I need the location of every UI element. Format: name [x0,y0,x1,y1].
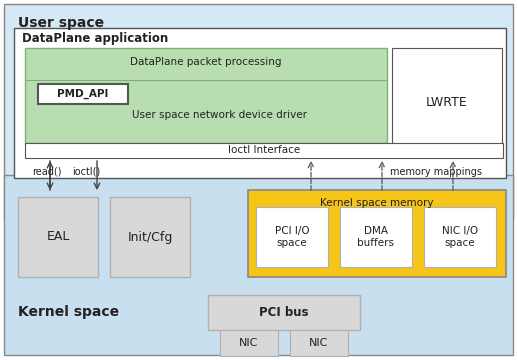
Bar [208,295,360,330]
Bar [340,207,412,267]
Text: EAL: EAL [47,230,70,243]
Text: NIC I/O
space: NIC I/O space [442,226,478,248]
Bar [256,207,328,267]
Bar [248,190,506,277]
Bar [220,330,278,356]
Bar [18,197,98,277]
Text: User space network device driver: User space network device driver [132,110,308,120]
Bar [424,207,496,267]
Text: DataPlane packet processing: DataPlane packet processing [130,57,282,67]
Text: NIC: NIC [309,338,329,348]
Text: Kernel space: Kernel space [18,305,119,319]
Bar [392,48,502,155]
Bar [25,48,387,143]
Text: Init/Cfg: Init/Cfg [127,230,173,243]
Text: ioctl(): ioctl() [72,167,100,177]
Text: NIC: NIC [239,338,258,348]
Text: Ioctl Interface: Ioctl Interface [228,145,300,155]
Bar [14,28,506,178]
Bar [4,175,513,355]
Text: User space: User space [18,16,104,30]
Bar [25,143,503,158]
Text: LWRTE: LWRTE [426,96,468,109]
Bar [110,197,190,277]
Text: read(): read() [32,167,62,177]
Text: PMD_API: PMD_API [57,89,109,99]
Text: DMA
buffers: DMA buffers [357,226,394,248]
Text: memory mappings: memory mappings [390,167,482,177]
Bar [290,330,348,356]
Text: Kernel space memory: Kernel space memory [320,198,434,208]
Bar [38,84,128,104]
Text: PCI I/O
space: PCI I/O space [275,226,309,248]
Bar [4,4,513,219]
Text: DataPlane application: DataPlane application [22,32,168,45]
Text: PCI bus: PCI bus [259,306,309,319]
